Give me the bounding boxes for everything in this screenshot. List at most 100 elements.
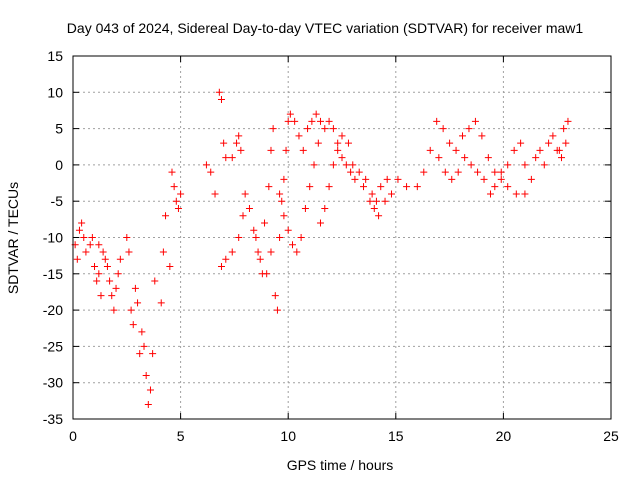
data-point <box>86 241 94 249</box>
y-tick-label: -20 <box>43 302 63 318</box>
data-point <box>370 204 378 212</box>
data-point <box>304 125 312 133</box>
data-point <box>241 190 249 198</box>
data-point <box>172 197 180 205</box>
data-point <box>267 248 275 256</box>
data-point <box>136 350 144 358</box>
data-point <box>349 161 357 169</box>
plot-frame <box>72 55 612 420</box>
data-point <box>435 154 443 162</box>
data-point <box>97 292 105 300</box>
data-point <box>299 146 307 154</box>
data-point <box>536 146 544 154</box>
data-point <box>439 125 447 133</box>
data-point <box>291 117 299 125</box>
data-point <box>454 168 462 176</box>
data-point <box>202 161 210 169</box>
data-point <box>329 161 337 169</box>
data-point <box>269 125 277 133</box>
data-point <box>99 248 107 256</box>
x-axis-label: GPS time / hours <box>287 457 394 473</box>
data-point <box>129 321 137 329</box>
data-point <box>174 204 182 212</box>
data-point <box>461 154 469 162</box>
data-point <box>362 175 370 183</box>
data-point <box>245 204 253 212</box>
data-point <box>383 175 391 183</box>
data-point <box>267 146 275 154</box>
data-point <box>220 139 228 147</box>
data-point <box>366 197 374 205</box>
data-point <box>306 183 314 191</box>
y-tick-label: -25 <box>43 338 63 354</box>
data-point <box>377 183 385 191</box>
data-point <box>491 183 499 191</box>
data-point <box>177 190 185 198</box>
data-point <box>344 139 352 147</box>
data-point <box>151 277 159 285</box>
data-point <box>170 183 178 191</box>
data-point <box>420 168 428 176</box>
data-point <box>532 154 540 162</box>
data-point <box>562 139 570 147</box>
data-point <box>446 139 454 147</box>
data-point <box>282 146 290 154</box>
data-point <box>159 248 167 256</box>
data-point <box>321 204 329 212</box>
y-tick-label: -30 <box>43 375 63 391</box>
data-point <box>82 248 90 256</box>
data-point <box>486 190 494 198</box>
data-point <box>560 125 568 133</box>
data-point <box>284 117 292 125</box>
data-point <box>517 139 525 147</box>
data-point <box>103 263 111 271</box>
data-point <box>545 139 553 147</box>
data-point <box>480 175 488 183</box>
data-point <box>347 168 355 176</box>
x-tick-label: 25 <box>603 428 619 444</box>
data-point <box>360 183 368 191</box>
x-tick-label: 20 <box>496 428 512 444</box>
data-point <box>146 386 154 394</box>
data-point <box>355 168 363 176</box>
grid <box>73 56 611 419</box>
data-point <box>144 400 152 408</box>
data-point <box>168 168 176 176</box>
data-point <box>325 183 333 191</box>
y-tick-label: 10 <box>47 84 63 100</box>
data-point <box>273 306 281 314</box>
data-point <box>403 183 411 191</box>
data-point <box>78 219 86 227</box>
data-point <box>426 146 434 154</box>
data-point <box>293 248 301 256</box>
data-point <box>491 168 499 176</box>
data-point <box>510 146 518 154</box>
chart-title: Day 043 of 2024, Sidereal Day-to-day VTE… <box>67 20 584 36</box>
data-point <box>295 132 303 140</box>
y-axis-label: SDTVAR / TECUs <box>5 182 21 294</box>
data-point <box>387 190 395 198</box>
data-point <box>80 234 88 241</box>
data-point <box>465 125 473 133</box>
data-point <box>334 146 342 154</box>
data-point <box>276 234 284 241</box>
data-point <box>321 125 329 133</box>
data-point <box>504 161 512 169</box>
x-tick-label: 0 <box>69 428 77 444</box>
data-point <box>280 175 288 183</box>
data-point <box>235 132 243 140</box>
data-point <box>278 197 286 205</box>
data-point <box>338 132 346 140</box>
data-point <box>101 255 109 263</box>
data-point <box>261 219 269 227</box>
data-point <box>256 255 264 263</box>
data-point <box>452 146 460 154</box>
data-point <box>250 226 258 234</box>
data-point <box>478 132 486 140</box>
data-point <box>166 263 174 271</box>
data-point <box>127 306 135 314</box>
data-point <box>95 270 103 278</box>
data-point <box>140 342 148 350</box>
y-tick-label: -5 <box>51 193 64 209</box>
